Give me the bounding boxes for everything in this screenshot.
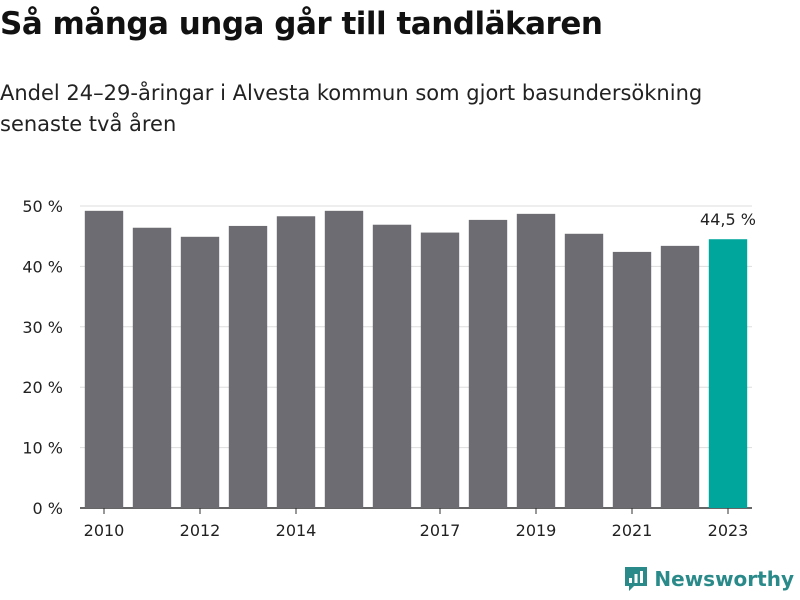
x-tick-label: 2021 [612, 521, 653, 540]
bar-2020 [564, 233, 604, 508]
y-tick-label: 20 % [22, 378, 63, 397]
bar-2016 [372, 224, 412, 508]
bar-2012 [180, 236, 220, 508]
tick-labels: 0 % 10 % 20 % 30 % 40 % 50 % 2010 2012 2014 2017 2… [22, 197, 756, 540]
bar-series [84, 210, 748, 509]
y-tick-label: 0 % [33, 499, 63, 518]
x-tick-label: 2017 [420, 521, 461, 540]
newsworthy-logo-icon [625, 567, 648, 591]
y-tick-label: 40 % [22, 257, 63, 276]
bar-2017 [420, 232, 460, 509]
bar-2014 [276, 216, 316, 508]
bar-2015 [324, 210, 364, 508]
chart-subtitle: Andel 24–29-åringar i Alvesta kommun som… [0, 81, 703, 136]
bar-2023 [708, 239, 748, 508]
bar-2021 [612, 251, 652, 509]
bar-2013 [228, 225, 268, 508]
x-tick-label: 2010 [84, 521, 125, 540]
x-tick-label: 2023 [708, 521, 749, 540]
bar-2022 [660, 245, 700, 508]
y-tick-label: 10 % [22, 439, 63, 458]
x-tick-label: 2012 [180, 521, 221, 540]
bar-2010 [84, 210, 124, 508]
x-tick-label: 2014 [276, 521, 317, 540]
bar-2019 [516, 213, 556, 509]
y-tick-label: 50 % [22, 197, 63, 216]
x-tick-label: 2019 [516, 521, 557, 540]
bar-2018 [468, 219, 508, 508]
brand-name: Newsworthy [654, 567, 794, 591]
bar-2011 [132, 227, 172, 508]
y-tick-label: 30 % [22, 318, 63, 337]
chart-title: Så många unga går till tandläkaren [0, 6, 603, 42]
brand-logo[interactable]: Newsworthy [624, 566, 794, 592]
data-label: 44,5 % [700, 210, 756, 229]
